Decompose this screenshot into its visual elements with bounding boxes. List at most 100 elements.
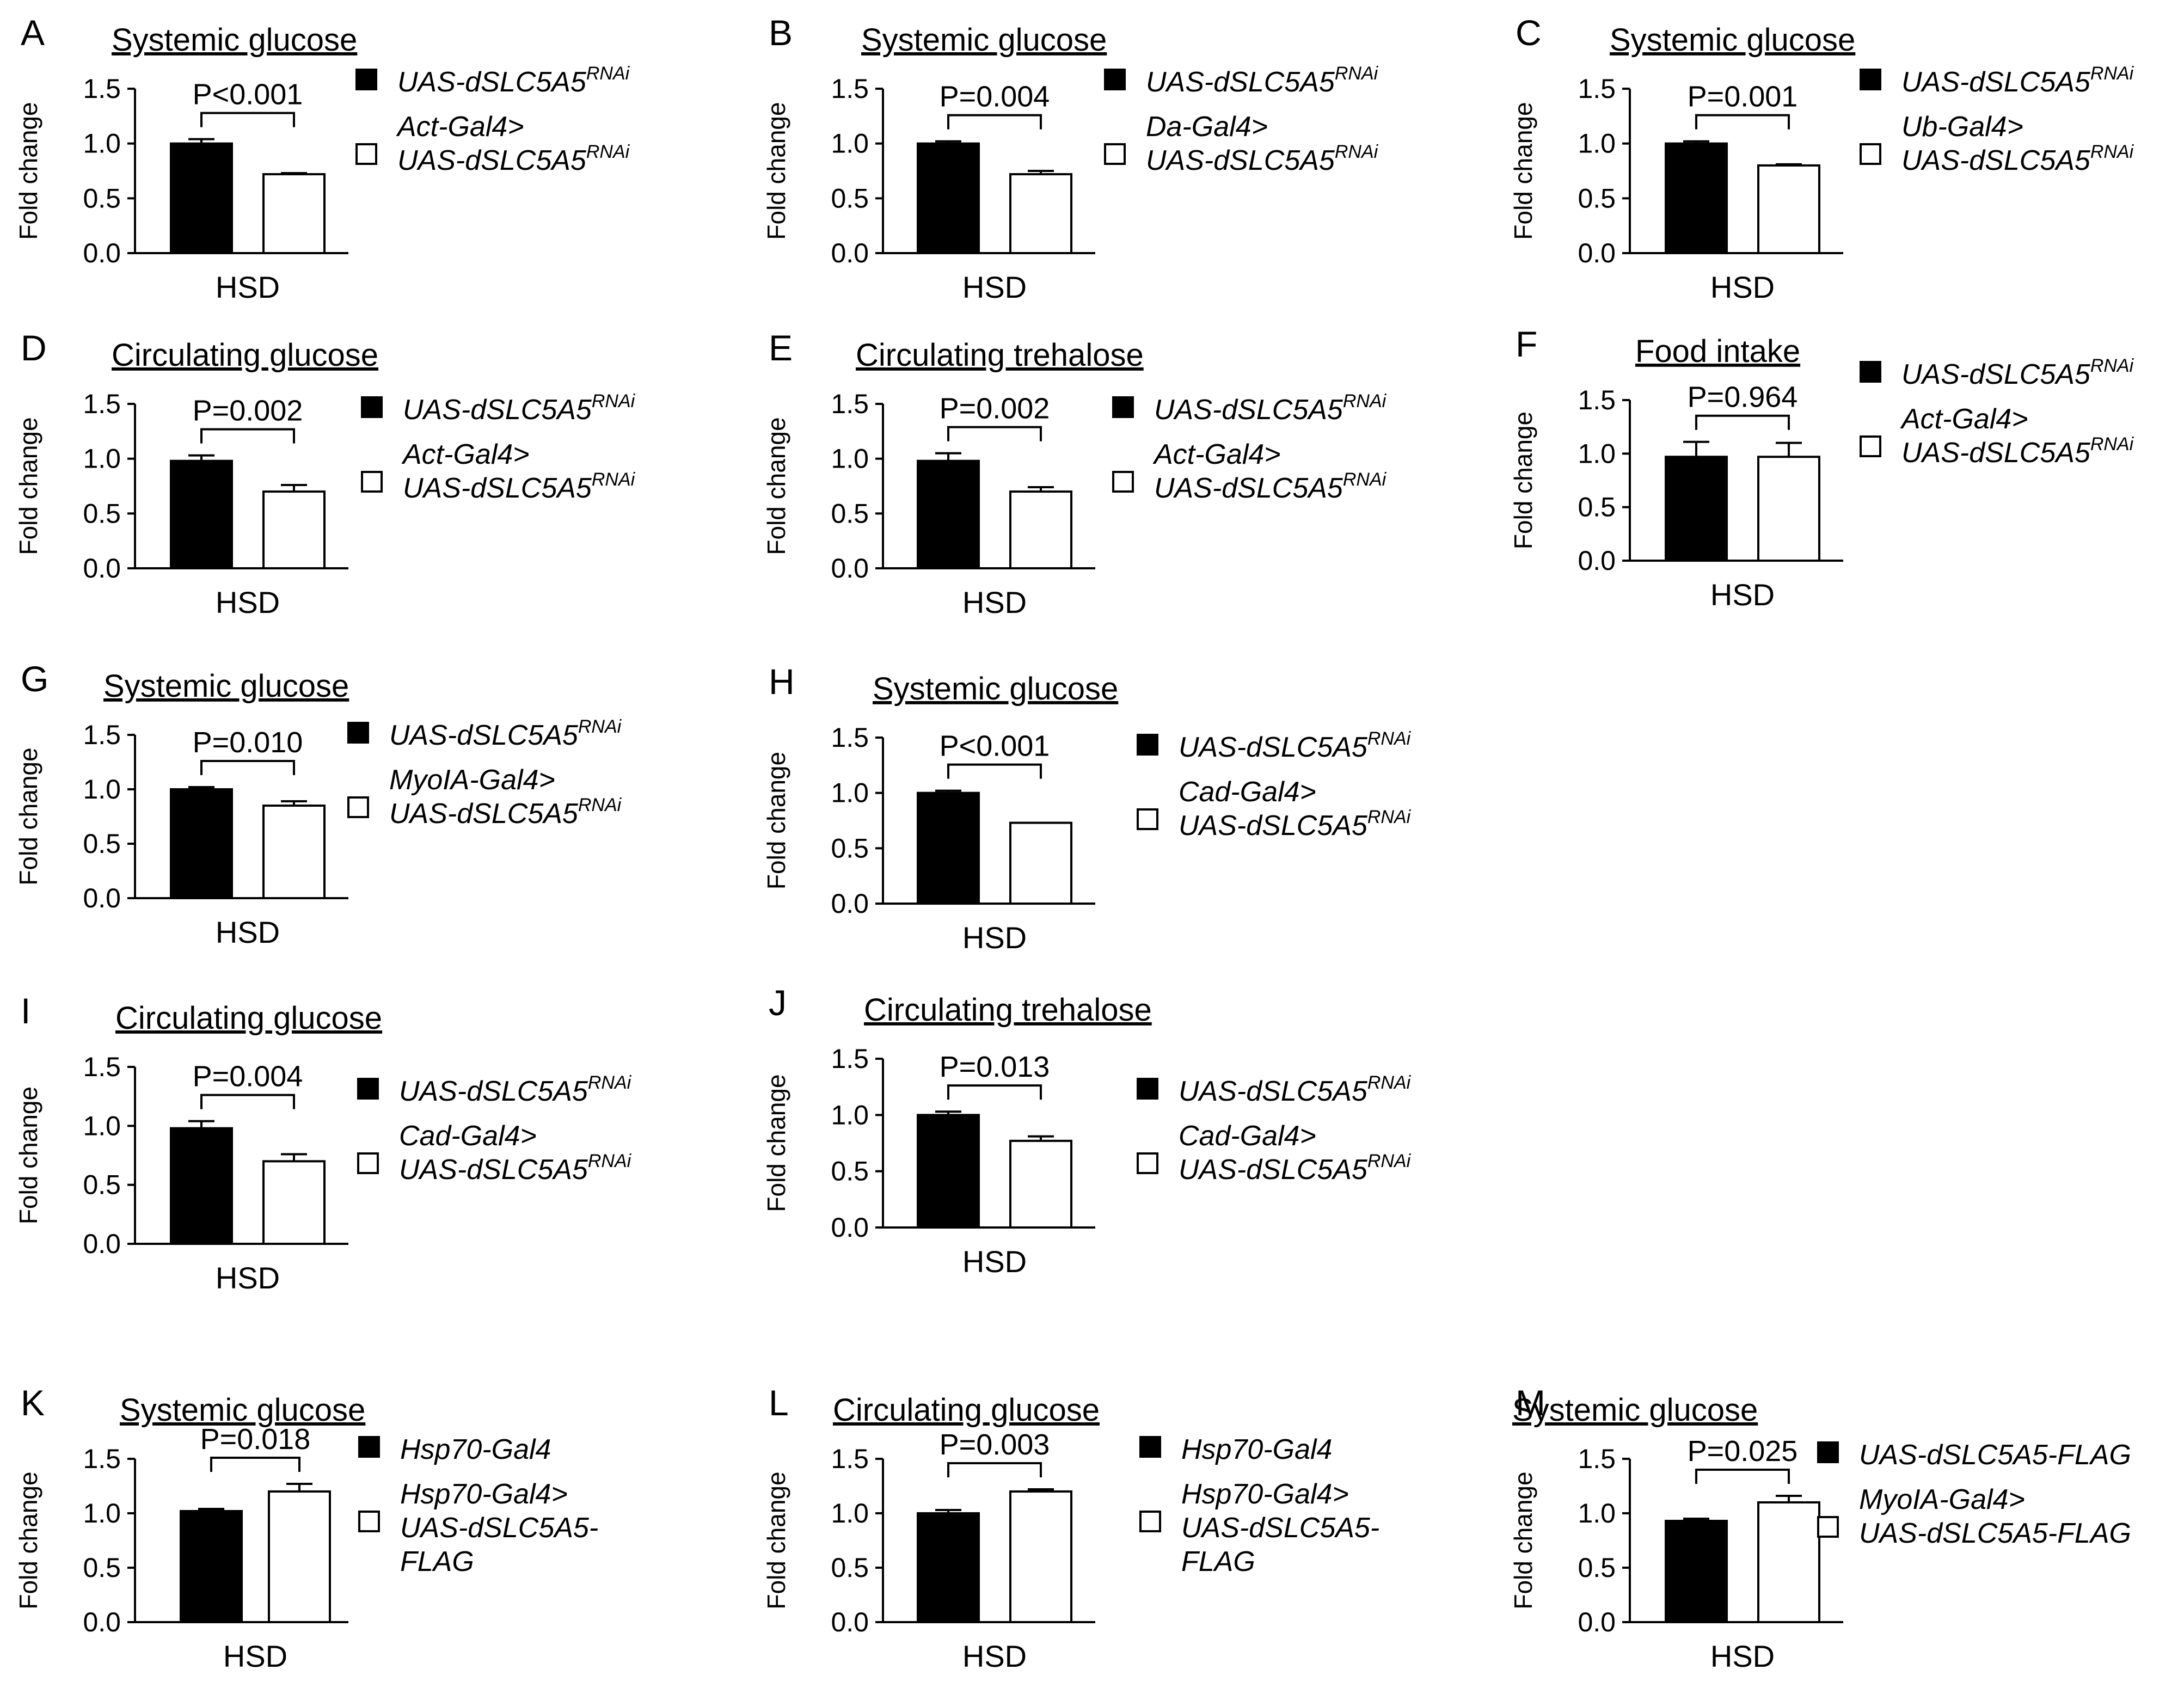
- x-axis-label: HSD: [1710, 1639, 1775, 1673]
- legend-label: Cad-Gal4>: [1179, 1120, 1316, 1152]
- bar-control: [170, 788, 233, 899]
- y-tick-label: 0.0: [83, 238, 121, 268]
- bar-experimental: [1009, 1490, 1072, 1623]
- x-axis-label: HSD: [216, 270, 280, 304]
- y-axis-label: Fold change: [14, 747, 42, 885]
- legend-swatch: [358, 1511, 380, 1532]
- significance-bracket: [1695, 114, 1790, 130]
- legend-label: Hsp70-Gal4: [400, 1434, 551, 1465]
- legend-label: UAS-dSLC5A5RNAi: [403, 391, 636, 426]
- panel-a: A Systemic glucose 0.0 0.5 1.0 1.5 Fold change…: [14, 13, 630, 304]
- legend-swatch: [355, 69, 377, 90]
- x-axis-label: HSD: [1710, 578, 1775, 612]
- x-axis-label: HSD: [962, 920, 1027, 955]
- y-tick-label: 1.0: [831, 1100, 869, 1130]
- panel-letter: H: [769, 661, 795, 702]
- p-value-label: P=0.010: [193, 726, 303, 759]
- bar-control: [917, 791, 980, 905]
- x-axis-label: HSD: [223, 1639, 287, 1673]
- legend-label: UAS-dSLC5A5RNAi: [1146, 142, 1379, 176]
- legend-label-text: UAS-dSLC5A5: [1154, 472, 1343, 504]
- bar-control: [917, 1114, 980, 1229]
- panel-d: D Circulating glucose 0.0 0.5 1.0 1.5 Fold cha…: [14, 328, 636, 619]
- legend-label: UAS-dSLC5A5RNAi: [389, 716, 622, 751]
- y-tick-label: 1.5: [83, 1052, 121, 1082]
- significance-bracket: [1695, 1469, 1790, 1484]
- legend-swatch: [358, 1436, 380, 1458]
- legend-swatch: [1104, 143, 1126, 165]
- legend-label-superscript: RNAi: [578, 716, 622, 737]
- legend-label-text: UAS-dSLC5A5: [1179, 1154, 1368, 1186]
- y-axis-label: Fold change: [14, 1087, 42, 1224]
- legend-label-text: Hsp70-Gal4>: [1181, 1478, 1349, 1510]
- legend-label: UAS-dSLC5A5-FLAG: [1859, 1439, 2131, 1471]
- legend-label-superscript: RNAi: [586, 142, 630, 162]
- legend-label: Act-Gal4>: [1152, 439, 1281, 470]
- y-tick-label: 0.5: [1578, 492, 1616, 523]
- legend-label: UAS-dSLC5A5-: [400, 1512, 598, 1544]
- y-tick-label: 0.5: [831, 498, 869, 529]
- y-tick-label: 0.0: [83, 883, 121, 913]
- legend-swatch: [1112, 471, 1134, 493]
- legend-swatch: [1137, 808, 1158, 830]
- legend-swatch: [347, 722, 369, 744]
- y-axis-label: Fold change: [762, 417, 790, 555]
- panel-letter: G: [21, 659, 48, 699]
- y-tick-label: 1.0: [83, 774, 121, 805]
- y-axis-label: Fold change: [762, 1074, 790, 1212]
- legend-label-text: Act-Gal4>: [396, 111, 524, 143]
- x-axis-label: HSD: [1710, 270, 1775, 304]
- panel-f: F Food intake 0.0 0.5 1.0 1.5 Fold change HSD P=…: [1509, 324, 2134, 612]
- y-tick-label: 1.5: [83, 389, 121, 419]
- panel-g: G Systemic glucose 0.0 0.5 1.0 1.5 Fold change…: [14, 659, 622, 949]
- x-axis-label: HSD: [962, 1639, 1027, 1673]
- legend-label-text: UAS-dSLC5A5: [1901, 145, 2091, 176]
- y-tick-label: 1.0: [1578, 128, 1616, 159]
- bar-experimental: [1757, 1501, 1820, 1623]
- legend-swatch: [1139, 1511, 1161, 1532]
- significance-bracket: [947, 114, 1042, 130]
- p-value-label: P<0.001: [940, 730, 1050, 763]
- y-tick-label: 0.0: [83, 1607, 121, 1637]
- significance-bracket: [200, 112, 295, 127]
- panel-letter: I: [21, 991, 30, 1031]
- chart-title: Circulating trehalose: [856, 337, 1144, 373]
- y-tick-label: 1.0: [83, 1498, 121, 1529]
- y-tick-label: 1.0: [831, 778, 869, 808]
- significance-bracket: [947, 426, 1042, 441]
- x-axis-label: HSD: [216, 915, 280, 949]
- chart-title: Systemic glucose: [1512, 1392, 1758, 1428]
- legend-label-text: UAS-dSLC5A5: [1901, 437, 2091, 469]
- legend-label-text: Act-Gal4>: [1152, 439, 1281, 470]
- y-tick-label: 1.0: [83, 1110, 121, 1141]
- panel-letter: E: [769, 328, 793, 368]
- significance-bracket: [947, 1084, 1042, 1100]
- panel-letter: F: [1516, 324, 1537, 364]
- legend-label: UAS-dSLC5A5RNAi: [389, 795, 622, 830]
- y-tick-label: 0.0: [1578, 238, 1616, 268]
- y-axis-label: Fold change: [1509, 412, 1537, 549]
- legend-label-superscript: RNAi: [588, 1072, 632, 1093]
- x-axis-label: HSD: [216, 585, 280, 619]
- significance-bracket: [200, 1094, 295, 1109]
- bar-experimental: [1009, 821, 1072, 905]
- legend-label: Da-Gal4>: [1146, 111, 1268, 143]
- y-tick-label: 1.5: [83, 73, 121, 104]
- bar-control: [170, 459, 233, 570]
- bar-experimental: [1009, 1139, 1072, 1229]
- legend-label-superscript: RNAi: [592, 469, 636, 490]
- y-tick-label: 0.0: [83, 1229, 121, 1259]
- significance-bracket: [200, 428, 295, 444]
- legend-label: UAS-dSLC5A5-: [1181, 1512, 1379, 1544]
- bar-experimental: [268, 1490, 331, 1623]
- bar-experimental: [262, 173, 326, 255]
- legend-label-superscript: RNAi: [2090, 142, 2134, 162]
- bar-control: [917, 142, 980, 254]
- p-value-label: P=0.001: [1688, 81, 1798, 113]
- legend-label: Hsp70-Gal4>: [1181, 1478, 1349, 1510]
- legend-label-text: UAS-dSLC5A5: [1179, 732, 1368, 763]
- panel-letter: D: [21, 328, 47, 368]
- y-tick-label: 0.0: [831, 1212, 869, 1243]
- y-tick-label: 0.5: [1578, 1552, 1616, 1583]
- legend-label-superscript: RNAi: [2090, 355, 2134, 376]
